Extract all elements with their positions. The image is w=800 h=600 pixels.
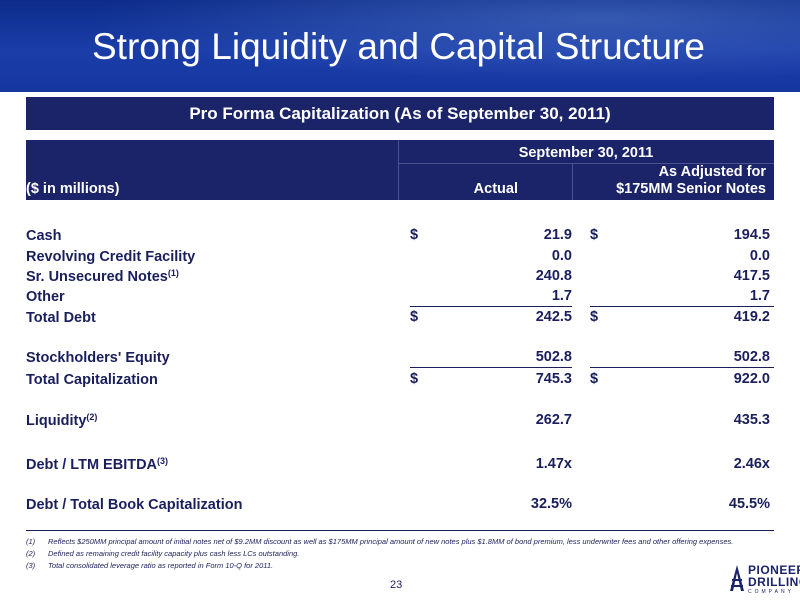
adjusted-value: 417.5 <box>733 268 770 284</box>
header-divider <box>398 140 399 200</box>
header-rule <box>398 163 774 164</box>
table-row-senior-notes: Sr. Unsecured Notes(1) 240.8 417.5 <box>26 268 774 288</box>
page-number: 23 <box>390 579 403 591</box>
footnote: (3) Total consolidated leverage ratio as … <box>26 561 274 570</box>
actual-value: 1.7 <box>551 288 572 304</box>
derrick-icon <box>730 565 744 591</box>
row-label: Revolving Credit Facility <box>26 249 196 265</box>
subtotal-rule <box>590 367 774 368</box>
column-header: September 30, 2011 ($ in millions) Actua… <box>26 140 774 200</box>
logo-text-line2: DRILLING <box>748 575 800 589</box>
dollar-sign: $ <box>590 227 599 243</box>
adjusted-value: 45.5% <box>728 496 770 512</box>
row-label: Total Debt <box>26 310 96 326</box>
row-label: Debt / LTM EBITDA(3) <box>26 456 169 473</box>
adjusted-value: 194.5 <box>733 227 770 243</box>
table-row-debt-to-cap: Debt / Total Book Capitalization 32.5% 4… <box>26 496 774 516</box>
actual-value: 1.47x <box>535 456 572 472</box>
adjusted-value: 419.2 <box>733 309 770 325</box>
company-logo: PIONEER DRILLING COMPANY <box>728 563 800 599</box>
row-label: Liquidity(2) <box>26 412 98 429</box>
subtotal-rule <box>410 306 572 307</box>
logo-text-line3: COMPANY <box>748 589 794 595</box>
footnote: (1) Reflects $250MM principal amount of i… <box>26 537 734 546</box>
adjusted-value: 0.0 <box>749 248 770 264</box>
footnote-rule <box>26 530 774 531</box>
actual-value: 502.8 <box>535 349 572 365</box>
table-row-cash: Cash $ 21.9 $ 194.5 <box>26 227 774 247</box>
actual-value: 262.7 <box>535 412 572 428</box>
table-row-revolver: Revolving Credit Facility 0.0 0.0 <box>26 248 774 268</box>
header-adjusted-line1: As Adjusted for <box>658 164 766 180</box>
footnote: (2) Defined as remaining credit facility … <box>26 549 300 558</box>
actual-value: 745.3 <box>535 371 572 387</box>
table-banner: Pro Forma Capitalization (As of Septembe… <box>26 97 774 130</box>
table-row-equity: Stockholders' Equity 502.8 502.8 <box>26 349 774 369</box>
logo-text-line1: PIONEER <box>748 563 800 577</box>
row-label: Other <box>26 289 65 305</box>
header-gradient <box>0 0 800 92</box>
dollar-sign: $ <box>590 309 599 325</box>
header-divider <box>572 163 573 200</box>
header-adjusted-line2: $175MM Senior Notes <box>616 181 766 197</box>
slide-header: Strong Liquidity and Capital Structure <box>0 0 800 92</box>
dollar-sign: $ <box>410 371 419 387</box>
adjusted-value: 502.8 <box>733 349 770 365</box>
subtotal-rule <box>590 306 774 307</box>
dollar-sign: $ <box>410 227 419 243</box>
table-row-liquidity: Liquidity(2) 262.7 435.3 <box>26 412 774 432</box>
table-row-leverage: Debt / LTM EBITDA(3) 1.47x 2.46x <box>26 456 774 476</box>
adjusted-value: 922.0 <box>733 371 770 387</box>
row-label: Debt / Total Book Capitalization <box>26 497 243 513</box>
slide-title: Strong Liquidity and Capital Structure <box>92 26 705 67</box>
actual-value: 0.0 <box>551 248 572 264</box>
actual-value: 240.8 <box>535 268 572 284</box>
header-actual: Actual <box>473 181 518 197</box>
row-label: Cash <box>26 228 62 244</box>
adjusted-value: 1.7 <box>749 288 770 304</box>
row-label: Total Capitalization <box>26 372 158 388</box>
actual-value: 32.5% <box>530 496 572 512</box>
row-label: Stockholders' Equity <box>26 350 170 366</box>
dollar-sign: $ <box>410 309 419 325</box>
adjusted-value: 435.3 <box>733 412 770 428</box>
header-units-label: ($ in millions) <box>26 181 120 197</box>
header-date: September 30, 2011 <box>518 145 654 161</box>
subtotal-rule <box>410 367 572 368</box>
table-row-total-capitalization: Total Capitalization $ 745.3 $ 922.0 <box>26 371 774 391</box>
dollar-sign: $ <box>590 371 599 387</box>
adjusted-value: 2.46x <box>733 456 770 472</box>
row-label: Sr. Unsecured Notes(1) <box>26 268 179 285</box>
table-row-other: Other 1.7 1.7 <box>26 288 774 308</box>
table-row-total-debt: Total Debt $ 242.5 $ 419.2 <box>26 309 774 329</box>
actual-value: 21.9 <box>543 227 572 243</box>
actual-value: 242.5 <box>535 309 572 325</box>
